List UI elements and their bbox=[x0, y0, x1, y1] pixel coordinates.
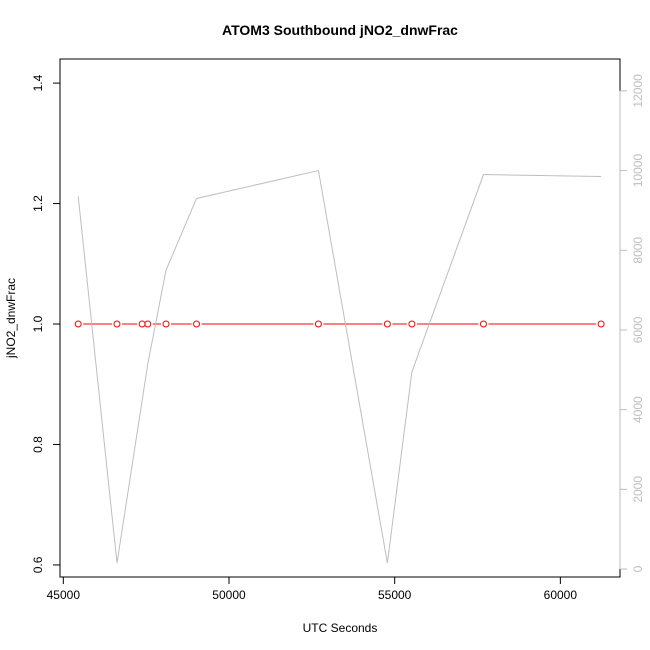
x-tick-label: 60000 bbox=[544, 588, 578, 602]
series-0-point bbox=[138, 320, 146, 328]
y2-tick-label: 2000 bbox=[631, 476, 645, 503]
y-axis-left: 0.6 0.8 1.0 1.2 1.4 bbox=[31, 74, 61, 573]
x-tick-label: 50000 bbox=[212, 588, 246, 602]
y-tick-label: 0.6 bbox=[31, 556, 45, 573]
series-0-point bbox=[193, 320, 201, 328]
x-axis: 45000 50000 55000 60000 bbox=[47, 576, 578, 602]
series-0-point bbox=[162, 320, 170, 328]
y2-tick-label: 12000 bbox=[631, 74, 645, 108]
y2-tick-label: 8000 bbox=[631, 237, 645, 264]
series-0-point bbox=[408, 320, 416, 328]
plot-frame bbox=[59, 58, 621, 578]
series-0-point bbox=[74, 320, 82, 328]
y2-tick-label: 4000 bbox=[631, 396, 645, 423]
series-1-line bbox=[77, 169, 602, 564]
series-layer bbox=[74, 169, 605, 564]
y2-tick-label: 0 bbox=[631, 565, 645, 572]
series-0-point bbox=[144, 320, 152, 328]
series-0-point bbox=[479, 320, 487, 328]
y-axis-right: 0 2000 4000 6000 8000 10000 12000 bbox=[619, 74, 645, 572]
y-tick-label: 1.4 bbox=[31, 74, 45, 91]
y-axis-label: jNO2_dnwFrac bbox=[4, 278, 18, 359]
series-0-point bbox=[597, 320, 605, 328]
x-axis-label: UTC Seconds bbox=[303, 621, 378, 635]
y2-tick-label: 10000 bbox=[631, 154, 645, 188]
chart-title: ATOM3 Southbound jNO2_dnwFrac bbox=[222, 22, 458, 38]
series-0-point bbox=[113, 320, 121, 328]
y2-tick-label: 6000 bbox=[631, 316, 645, 343]
series-0-point bbox=[383, 320, 391, 328]
x-tick-label: 45000 bbox=[47, 588, 81, 602]
series-0-point bbox=[314, 320, 322, 328]
y-tick-label: 1.0 bbox=[31, 315, 45, 332]
y-tick-label: 1.2 bbox=[31, 195, 45, 212]
y-tick-label: 0.8 bbox=[31, 436, 45, 453]
x-tick-label: 55000 bbox=[378, 588, 412, 602]
